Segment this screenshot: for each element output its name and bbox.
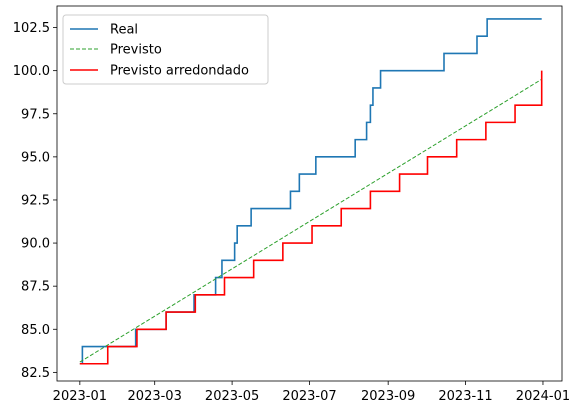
legend-label-real: Real xyxy=(110,23,138,38)
x-tick-label: 2023-05 xyxy=(205,389,259,404)
x-tick-label: 2023-01 xyxy=(53,389,107,404)
series-line-previsto-arredondado xyxy=(79,70,543,365)
x-tick-label: 2023-07 xyxy=(282,389,336,404)
series-line-previsto xyxy=(79,78,542,363)
legend: Real Previsto Previsto arredondado xyxy=(62,14,269,85)
y-tick-label: 87.5 xyxy=(21,280,50,295)
y-tick-label: 100.0 xyxy=(13,64,50,79)
legend-label-previsto-arredondado: Previsto arredondado xyxy=(110,64,249,79)
y-tick-label: 102.5 xyxy=(13,21,50,36)
plot-area: 2023-01 2023-03 2023-05 2023-07 2023-09 2023-… xyxy=(13,5,570,404)
y-tick-label: 82.5 xyxy=(21,366,50,381)
y-tick-label: 85.0 xyxy=(21,323,50,338)
y-tick-label: 95.0 xyxy=(21,150,50,165)
y-tick-label: 97.5 xyxy=(21,107,50,122)
y-tick-label: 92.5 xyxy=(21,193,50,208)
y-tick-label: 90.0 xyxy=(21,237,50,252)
legend-entry-real: Real xyxy=(70,23,138,38)
x-tick-label: 2024-01 xyxy=(516,389,570,404)
legend-entry-previsto: Previsto xyxy=(70,43,162,58)
legend-entry-previsto-arredondado: Previsto arredondado xyxy=(70,64,249,79)
x-tick-label: 2023-09 xyxy=(361,389,415,404)
x-tick-label: 2023-11 xyxy=(438,389,492,404)
legend-label-previsto: Previsto xyxy=(110,43,162,58)
legend-box xyxy=(62,14,269,85)
x-tick-label: 2023-03 xyxy=(128,389,182,404)
